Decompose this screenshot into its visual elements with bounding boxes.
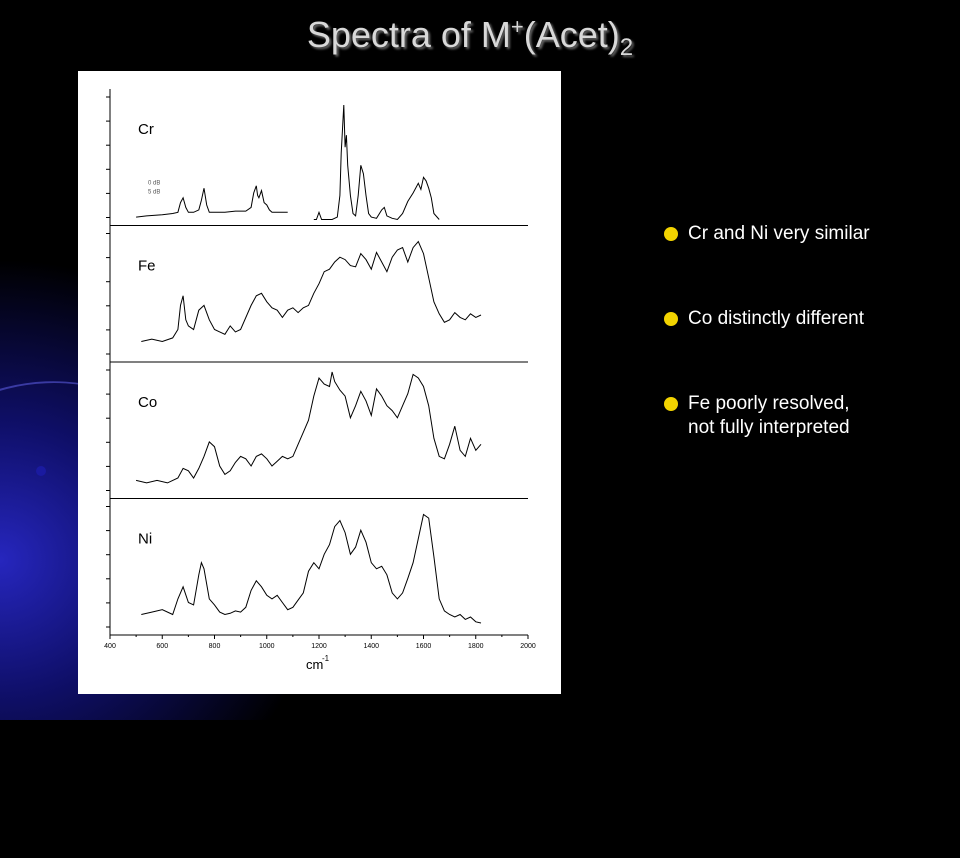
x-axis-label-superscript: -1 bbox=[322, 654, 330, 663]
panel-label: Cr bbox=[138, 121, 154, 138]
title-main: Spectra of M bbox=[306, 14, 511, 55]
panel-label: Fe bbox=[138, 258, 156, 275]
panel-annotation: 0 dB bbox=[148, 181, 160, 187]
panel-label: Ni bbox=[138, 531, 152, 548]
bullet-dot-icon bbox=[664, 397, 678, 411]
spectrum-line-cr bbox=[313, 104, 440, 221]
title-subscript: 2 bbox=[619, 34, 634, 62]
spectrum-line-cr bbox=[136, 185, 288, 218]
title-paren: (Acet) bbox=[523, 14, 620, 55]
spectrum-line-ni bbox=[141, 513, 482, 624]
title-superscript: + bbox=[510, 14, 524, 39]
background-dot bbox=[36, 466, 46, 476]
spectra-chart: Cr 0 dB 5 dB Fe Co Ni 400 600 800 1000 1200 1400 160… bbox=[104, 89, 536, 672]
x-tick-label: 1400 bbox=[363, 643, 379, 650]
x-tick-label: 800 bbox=[209, 643, 221, 650]
bullet-item: Co distinctly different bbox=[664, 307, 954, 331]
spectrum-line-co bbox=[135, 371, 482, 484]
bullet-item: Fe poorly resolved, not fully interprete… bbox=[664, 392, 954, 440]
x-tick-label: 600 bbox=[156, 643, 168, 650]
bullet-list: Cr and Ni very similar Co distinctly dif… bbox=[664, 222, 954, 501]
spectrum-line-fe bbox=[141, 240, 482, 343]
x-axis-label: cm bbox=[306, 657, 323, 672]
x-tick-label: 1800 bbox=[468, 643, 484, 650]
bullet-dot-icon bbox=[664, 312, 678, 326]
bullet-item: Cr and Ni very similar bbox=[664, 222, 954, 246]
x-tick-label: 1600 bbox=[416, 643, 432, 650]
bullet-text: Cr and Ni very similar bbox=[688, 223, 870, 244]
x-tick-label: 2000 bbox=[520, 643, 536, 650]
x-tick-label: 400 bbox=[104, 643, 116, 650]
x-tick-label: 1000 bbox=[259, 643, 275, 650]
x-tick-label: 1200 bbox=[311, 643, 327, 650]
panel-label: Co bbox=[138, 394, 157, 411]
bullet-dot-icon bbox=[664, 227, 678, 241]
slide-title: Spectra of M+(Acet)2 bbox=[0, 14, 940, 62]
bullet-text: Fe poorly resolved, not fully interprete… bbox=[688, 393, 850, 438]
spectra-figure: Cr 0 dB 5 dB Fe Co Ni 400 600 800 1000 1200 1400 160… bbox=[78, 71, 561, 694]
bullet-text: Co distinctly different bbox=[688, 308, 865, 329]
panel-annotation: 5 dB bbox=[148, 190, 160, 196]
